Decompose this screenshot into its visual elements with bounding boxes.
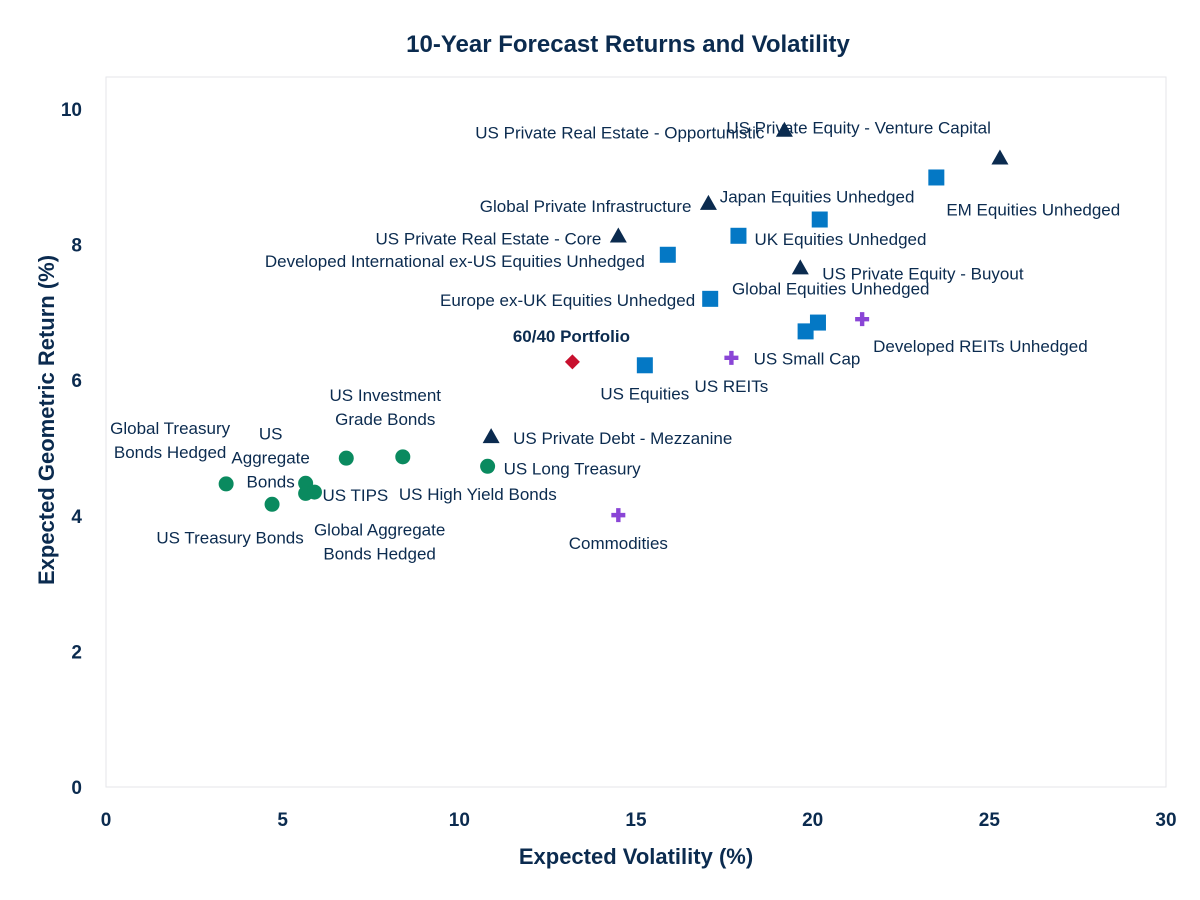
us-long-treasury-marker xyxy=(480,458,496,474)
y-axis-title: Expected Geometric Return (%) xyxy=(34,255,59,585)
x-tick-label: 15 xyxy=(625,810,647,831)
y-tick-label: 2 xyxy=(71,642,82,663)
y-tick-label: 8 xyxy=(71,236,82,257)
us-small-cap-marker xyxy=(797,323,814,340)
global-private-infrastructure-label: Global Private Infrastructure xyxy=(480,197,692,216)
europe-ex-uk-equities-unhedged-label: Europe ex-UK Equities Unhedged xyxy=(440,291,695,310)
x-axis-title: Expected Volatility (%) xyxy=(519,844,753,869)
japan-equities-unhedged-label: Japan Equities Unhedged xyxy=(720,188,915,207)
x-tick-label: 0 xyxy=(101,810,112,831)
us-private-equity-buyout-marker xyxy=(791,259,809,275)
us-small-cap-label: US Small Cap xyxy=(754,349,861,368)
us-treasury-bonds-marker xyxy=(264,496,280,512)
developed-international-ex-us-equities-unhedged-label: Developed International ex-US Equities U… xyxy=(265,252,645,271)
us-high-yield-bonds-label: US High Yield Bonds xyxy=(399,485,557,504)
x-tick-label: 10 xyxy=(449,810,470,831)
chart-title: 10-Year Forecast Returns and Volatility xyxy=(406,31,850,58)
plot-area xyxy=(105,76,1167,788)
x-tick-label: 25 xyxy=(979,810,1001,831)
developed-reits-unhedged-label: Developed REITs Unhedged xyxy=(873,337,1088,356)
commodities-marker xyxy=(611,508,626,523)
japan-equities-unhedged-marker xyxy=(811,211,828,228)
us-tips-label: US TIPS xyxy=(322,486,388,505)
y-tick-label: 10 xyxy=(61,100,82,121)
us-investment-grade-bonds-label: US Investment Grade Bonds xyxy=(330,386,442,429)
us-private-equity-venture-capital-marker xyxy=(991,149,1009,165)
us-high-yield-bonds-marker xyxy=(395,449,411,465)
em-equities-unhedged-label: EM Equities Unhedged xyxy=(946,200,1120,219)
global-equities-unhedged-marker xyxy=(809,314,826,331)
us-private-real-estate-core-marker xyxy=(609,227,627,243)
global-treasury-bonds-hedged-marker xyxy=(218,476,234,492)
us-private-real-estate-core-label: US Private Real Estate - Core xyxy=(376,229,602,248)
x-tick-label: 5 xyxy=(277,810,288,831)
uk-equities-unhedged-label: UK Equities Unhedged xyxy=(754,230,926,249)
us-aggregate-bonds-label: US Aggregate Bonds xyxy=(231,424,309,491)
x-axis-ticks: 0 5 10 15 20 25 30 xyxy=(101,810,1177,831)
us-equities-label: US Equities xyxy=(600,384,689,403)
data-labels: US Treasury Bonds Global Treasury Bonds He… xyxy=(110,118,1120,563)
us-treasury-bonds-label: US Treasury Bonds xyxy=(156,528,303,547)
data-markers xyxy=(218,121,1009,523)
developed-international-ex-us-equities-unhedged-marker xyxy=(659,246,676,263)
us-long-treasury-label: US Long Treasury xyxy=(504,459,642,478)
developed-reits-unhedged-marker xyxy=(855,312,870,327)
us-private-debt-mezzanine-marker xyxy=(482,428,500,444)
x-tick-label: 20 xyxy=(802,810,823,831)
us-private-real-estate-opportunistic-marker xyxy=(775,121,793,137)
us-investment-grade-bonds-marker xyxy=(338,450,354,466)
60-40-portfolio-label: 60/40 Portfolio xyxy=(513,327,630,346)
uk-equities-unhedged-marker xyxy=(730,227,747,244)
global-private-infrastructure-marker xyxy=(699,194,717,210)
em-equities-unhedged-marker xyxy=(928,169,945,186)
y-tick-label: 4 xyxy=(71,507,82,528)
global-aggregate-bonds-hedged-label: Global Aggregate Bonds Hedged xyxy=(314,520,445,563)
global-equities-unhedged-label: Global Equities Unhedged xyxy=(732,280,930,299)
us-equities-marker xyxy=(636,357,653,374)
commodities-label: Commodities xyxy=(569,534,668,553)
us-reits-label: US REITs xyxy=(695,377,769,396)
60-40-portfolio-marker xyxy=(564,354,580,370)
x-tick-label: 30 xyxy=(1155,810,1176,831)
us-reits-marker xyxy=(724,350,739,365)
europe-ex-uk-equities-unhedged-marker xyxy=(702,290,719,307)
us-tips-marker xyxy=(306,484,322,500)
us-private-real-estate-opportunistic-label: US Private Real Estate - Opportunistic xyxy=(475,124,765,143)
y-axis-ticks: 0 2 4 6 8 10 xyxy=(61,100,83,799)
global-treasury-bonds-hedged-label: Global Treasury Bonds Hedged xyxy=(110,419,230,462)
y-tick-label: 0 xyxy=(71,778,82,799)
us-private-equity-buyout-label: US Private Equity - Buyout xyxy=(822,264,1024,283)
us-private-equity-venture-capital-label: US Private Equity - Venture Capital xyxy=(726,118,991,137)
us-private-debt-mezzanine-label: US Private Debt - Mezzanine xyxy=(513,429,732,448)
y-tick-label: 6 xyxy=(71,371,82,392)
